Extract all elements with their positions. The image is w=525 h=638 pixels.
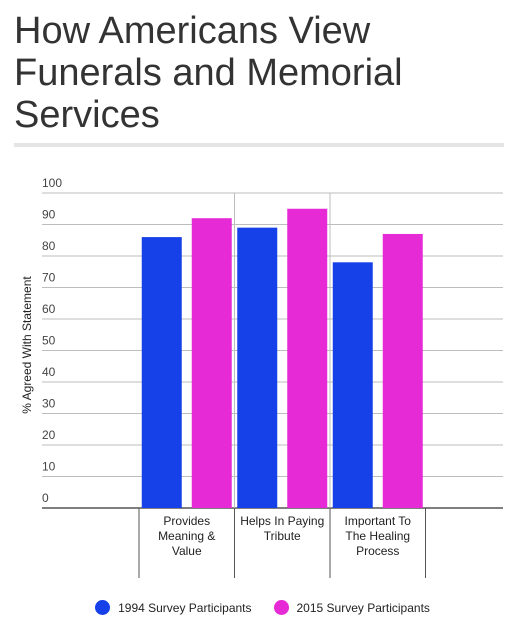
bar-1994-0	[141, 237, 182, 508]
y-tick-label: 0	[42, 491, 49, 505]
y-tick-label: 40	[42, 365, 56, 379]
y-tick-label: 80	[42, 239, 56, 253]
y-tick-label: 30	[42, 397, 56, 411]
bars	[141, 208, 423, 508]
title-divider	[14, 143, 504, 147]
x-tick-label: Tribute	[264, 529, 301, 543]
chart-legend: 1994 Survey Participants 2015 Survey Par…	[0, 600, 525, 615]
x-tick-label: Helps In Paying	[240, 514, 324, 528]
bar-2015-2	[382, 233, 423, 508]
y-axis-ticks: 0 10 20 30 40 50 60 70 80 90 100	[42, 176, 62, 505]
y-tick-label: 70	[42, 271, 56, 285]
bar-2015-1	[287, 208, 328, 508]
x-tick-label: Provides	[163, 514, 210, 528]
legend-swatch-2015	[273, 600, 289, 615]
x-tick-label: Meaning &	[158, 529, 215, 543]
legend-item-2015: 2015 Survey Participants	[273, 600, 430, 615]
y-tick-label: 90	[42, 208, 56, 222]
x-tick-label: Process	[356, 544, 399, 558]
bar-1994-2	[332, 262, 373, 508]
legend-item-1994: 1994 Survey Participants	[95, 600, 252, 615]
x-tick-label: The Healing	[345, 529, 410, 543]
bar-2015-0	[191, 218, 232, 508]
legend-label-1994: 1994 Survey Participants	[118, 600, 252, 615]
chart-title: How Americans View Funerals and Memorial…	[14, 10, 403, 136]
y-tick-label: 10	[42, 460, 56, 474]
y-tick-label: 60	[42, 302, 56, 316]
y-tick-label: 100	[42, 176, 62, 190]
y-axis-label: % Agreed With Statement	[20, 276, 34, 414]
legend-label-2015: 2015 Survey Participants	[296, 600, 430, 615]
x-tick-label: Value	[172, 544, 202, 558]
y-tick-label: 20	[42, 428, 56, 442]
legend-swatch-1994	[95, 600, 111, 615]
y-tick-label: 50	[42, 334, 56, 348]
bar-1994-1	[237, 227, 278, 508]
x-tick-label: Important To	[345, 514, 412, 528]
